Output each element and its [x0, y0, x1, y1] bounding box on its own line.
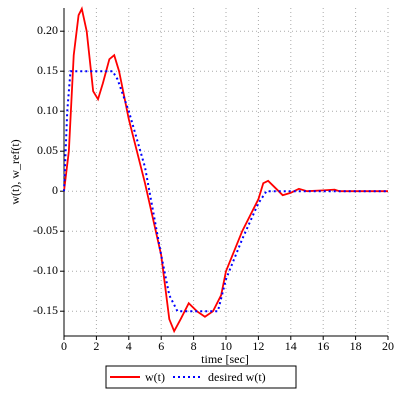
legend-label: w(t) — [145, 370, 165, 384]
y-tick-label: 0.20 — [37, 23, 58, 37]
x-tick-label: 0 — [61, 339, 67, 353]
x-tick-label: 6 — [158, 339, 164, 353]
y-tick-label: 0 — [52, 183, 58, 197]
x-tick-label: 18 — [350, 339, 362, 353]
y-tick-label: 0.15 — [37, 63, 58, 77]
x-tick-label: 14 — [285, 339, 297, 353]
y-tick-label: -0.05 — [33, 223, 58, 237]
x-tick-label: 2 — [93, 339, 99, 353]
y-tick-label: -0.15 — [33, 303, 58, 317]
x-tick-label: 4 — [126, 339, 132, 353]
y-tick-label: 0.10 — [37, 103, 58, 117]
line-series — [63, 70, 388, 313]
y-tick-label: 0.05 — [37, 143, 58, 157]
legend-label: desired w(t) — [208, 370, 266, 384]
x-tick-label: 16 — [317, 339, 329, 353]
legend-box — [105, 365, 297, 389]
y-tick-label: -0.10 — [33, 263, 58, 277]
x-tick-label: 10 — [220, 339, 232, 353]
x-tick-label: 12 — [252, 339, 264, 353]
line-series — [63, 6, 388, 334]
y-axis-label: w(t), w_ref(t) — [8, 139, 22, 204]
x-tick-label: 20 — [382, 339, 394, 353]
x-tick-label: 8 — [191, 339, 197, 353]
x-axis-label: time [sec] — [201, 352, 249, 366]
